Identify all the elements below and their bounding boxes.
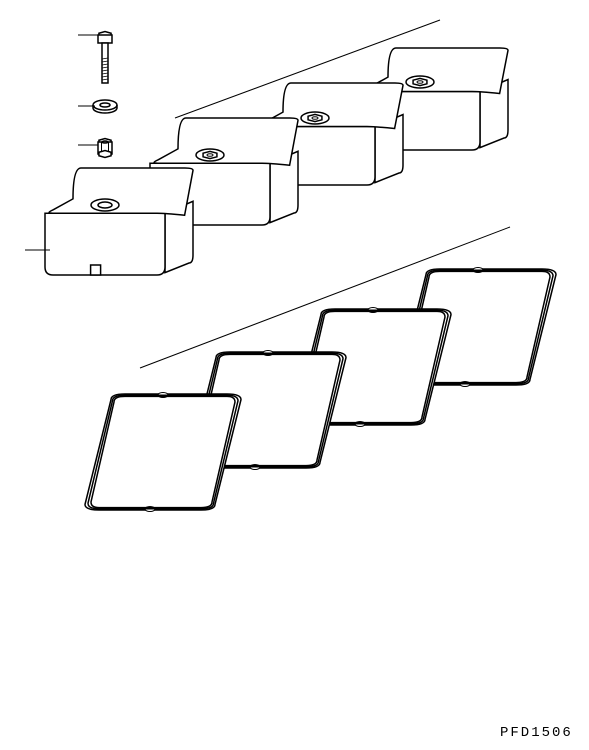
- reference-code: PFD1506: [500, 725, 573, 741]
- parts-diagram: [0, 0, 589, 746]
- diagram-svg: [0, 0, 589, 746]
